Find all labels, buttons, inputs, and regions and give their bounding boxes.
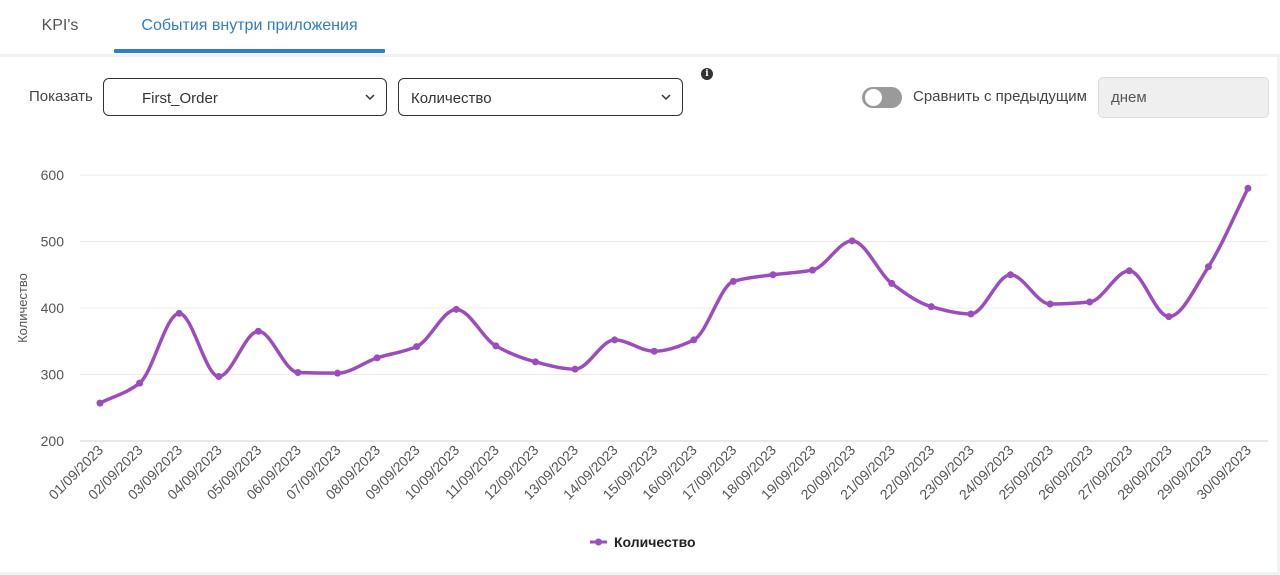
metric-select[interactable]: Количество	[398, 78, 683, 116]
data-point	[175, 309, 183, 317]
compare-toggle-knob	[865, 89, 882, 106]
data-point	[729, 277, 737, 285]
data-point	[1204, 263, 1212, 271]
tab-app-events[interactable]: События внутри приложения	[141, 17, 358, 34]
legend-label: Количество	[614, 534, 696, 550]
series-line-kolichestvo	[98, 186, 1250, 405]
event-select[interactable]: First_Order	[103, 78, 387, 116]
active-tab-indicator	[114, 49, 385, 53]
show-label: Показать	[29, 88, 93, 105]
data-point	[1165, 313, 1173, 321]
data-point	[1125, 267, 1133, 275]
data-point	[967, 310, 975, 318]
chevron-down-icon	[365, 94, 375, 101]
y-tick-label: 200	[41, 433, 65, 449]
compare-label: Сравнить с предыдущим	[913, 88, 1087, 105]
data-point	[1086, 298, 1094, 306]
data-point	[136, 379, 144, 387]
chart-panel	[0, 57, 1277, 572]
data-point	[650, 347, 658, 355]
chevron-down-icon	[661, 94, 671, 101]
data-point	[492, 342, 500, 350]
data-point	[413, 343, 421, 351]
data-point	[1244, 184, 1252, 192]
data-point	[809, 266, 817, 274]
y-tick-label: 400	[41, 300, 65, 316]
data-point	[215, 372, 223, 380]
data-point	[690, 336, 698, 344]
y-tick-label: 300	[41, 367, 65, 383]
y-axis-label: Количество	[15, 273, 30, 343]
data-point	[334, 369, 342, 377]
data-point	[848, 237, 856, 245]
compare-toggle[interactable]	[862, 87, 902, 108]
data-point	[96, 399, 104, 407]
data-point	[1046, 300, 1054, 308]
tab-kpis[interactable]: KPI's	[41, 17, 79, 34]
data-point	[294, 369, 302, 377]
info-icon[interactable]: i	[701, 68, 713, 80]
legend-marker-dot	[595, 538, 602, 546]
period-input: днем	[1098, 77, 1269, 118]
y-tick-label: 600	[41, 167, 65, 183]
top-tab-bar: KPI's События внутри приложения	[0, 0, 1280, 54]
data-point	[571, 365, 579, 373]
data-point	[927, 303, 935, 311]
data-point	[452, 305, 460, 313]
data-point	[373, 354, 381, 362]
data-point	[254, 327, 262, 335]
metric-select-value: Количество	[411, 90, 492, 107]
data-point	[769, 271, 777, 279]
y-tick-label: 500	[41, 234, 65, 250]
data-point	[888, 279, 896, 287]
data-point	[611, 336, 619, 344]
data-point	[1006, 271, 1014, 279]
data-point	[531, 358, 539, 366]
event-select-value: First_Order	[142, 90, 218, 107]
